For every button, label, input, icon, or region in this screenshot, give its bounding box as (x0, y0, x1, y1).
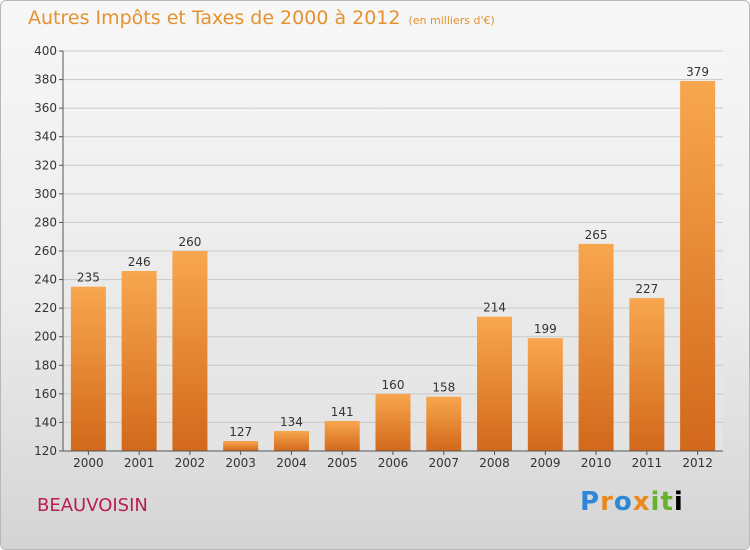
chart-title-main: Autres Impôts et Taxes de 2000 à 2012 (28, 7, 401, 29)
y-tick-label: 240 (34, 273, 57, 287)
y-tick-label: 200 (34, 330, 57, 344)
data-label-2006: 160 (382, 378, 405, 392)
x-tick-label-2010: 2010 (581, 456, 612, 470)
bar-2000 (70, 286, 106, 451)
bar-2010 (578, 243, 614, 451)
x-tick-label-2003: 2003 (225, 456, 256, 470)
y-tick-label: 220 (34, 301, 57, 315)
y-tick-label: 340 (34, 130, 57, 144)
y-tick-label: 320 (34, 158, 57, 172)
x-tick-label-2006: 2006 (378, 456, 409, 470)
bar-2006 (375, 393, 411, 451)
bar-2008 (477, 316, 513, 451)
place-name: BEAUVOISIN (37, 495, 148, 516)
y-tick-label: 280 (34, 215, 57, 229)
x-tick-label-2007: 2007 (428, 456, 459, 470)
y-tick-label: 140 (34, 415, 57, 429)
x-tick-label-2009: 2009 (530, 456, 561, 470)
y-tick-label: 160 (34, 387, 57, 401)
y-tick-label: 380 (34, 73, 57, 87)
data-label-2011: 227 (635, 282, 658, 296)
y-tick-label: 180 (34, 358, 57, 372)
data-label-2002: 260 (178, 235, 201, 249)
data-label-2001: 246 (128, 255, 151, 269)
y-tick-label: 300 (34, 187, 57, 201)
proxiti-logo: Proxiti (580, 487, 684, 517)
x-tick-label-2011: 2011 (632, 456, 663, 470)
data-label-2008: 214 (483, 301, 506, 315)
data-label-2000: 235 (77, 271, 100, 285)
bar-2011 (629, 298, 665, 451)
data-label-2003: 127 (229, 425, 252, 439)
y-tick-label: 400 (34, 44, 57, 58)
bar-2012 (680, 81, 716, 451)
bar-2007 (426, 396, 462, 451)
data-label-2005: 141 (331, 405, 354, 419)
data-label-2012: 379 (686, 65, 709, 79)
data-label-2010: 265 (585, 228, 608, 242)
x-tick-label-2004: 2004 (276, 456, 307, 470)
x-tick-label-2002: 2002 (175, 456, 206, 470)
chart-title-unit: (en milliers d'€) (408, 14, 495, 27)
bar-2001 (121, 271, 157, 451)
bar-2004 (273, 431, 309, 451)
x-tick-label-2008: 2008 (479, 456, 510, 470)
bar-2003 (223, 441, 259, 451)
chart-title: Autres Impôts et Taxes de 2000 à 2012 (en… (28, 7, 495, 29)
bar-2005 (324, 421, 360, 451)
data-label-2009: 199 (534, 322, 557, 336)
x-tick-label-2012: 2012 (682, 456, 713, 470)
bar-2009 (527, 338, 563, 451)
bar-2002 (172, 251, 208, 451)
x-tick-label-2000: 2000 (73, 456, 104, 470)
data-label-2004: 134 (280, 415, 303, 429)
data-label-2007: 158 (432, 381, 455, 395)
y-tick-label: 260 (34, 244, 57, 258)
x-tick-label-2005: 2005 (327, 456, 358, 470)
x-tick-label-2001: 2001 (124, 456, 155, 470)
y-tick-label: 360 (34, 101, 57, 115)
y-tick-label: 120 (34, 444, 57, 458)
